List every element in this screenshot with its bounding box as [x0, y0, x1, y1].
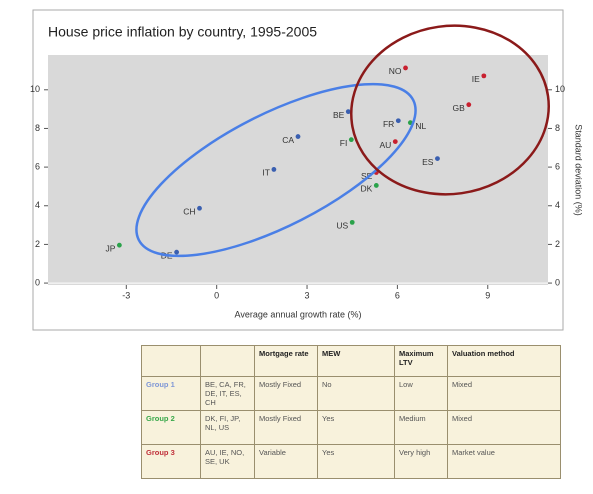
header-row: Mortgage rate MEW Maximum LTV Valuation … — [141, 345, 561, 377]
group-ellipse — [135, 82, 417, 258]
point — [345, 109, 351, 115]
header-cell — [200, 345, 255, 377]
plot-area — [48, 55, 548, 285]
point — [174, 249, 180, 255]
point — [295, 134, 301, 139]
point-label: CA — [282, 135, 294, 145]
y2-tick-label: 8 — [555, 123, 560, 133]
point-label: FR — [383, 119, 394, 129]
point — [481, 73, 487, 79]
point-label: AU — [379, 140, 391, 150]
point — [403, 65, 408, 71]
row: Group 2 DK, FI, JP, NL, US Mostly Fixed … — [141, 410, 561, 445]
point-label: NO — [389, 66, 402, 76]
group-cell: Group 3 — [141, 444, 201, 479]
chart: House price inflation by country, 1995-2… — [30, 9, 584, 331]
countries-cell: AU, IE, NO, SE, UK — [200, 444, 255, 479]
x-tick-label: -3 — [122, 290, 130, 300]
y2-tick-label: 2 — [555, 239, 560, 249]
cell: Medium — [394, 410, 448, 445]
header-cell: Valuation method — [447, 345, 561, 377]
point — [373, 183, 379, 188]
point — [348, 137, 354, 143]
point — [116, 242, 122, 248]
cell: Low — [394, 376, 448, 411]
point-label: BE — [333, 110, 345, 120]
point — [197, 205, 202, 211]
y-tick-label: 8 — [35, 123, 40, 133]
y-tick-label: 0 — [35, 277, 40, 287]
cell: No — [317, 376, 395, 411]
y2-tick-label: 6 — [555, 161, 560, 171]
y-tick-label: 4 — [35, 200, 40, 210]
cell: Market value — [447, 444, 561, 479]
y2-tick-label: 4 — [555, 200, 560, 210]
table: Mortgage rate MEW Maximum LTV Valuation … — [141, 345, 561, 479]
point-label: DK — [361, 184, 373, 194]
point — [466, 102, 472, 108]
point-label: NL — [415, 121, 426, 131]
point-label: US — [336, 221, 348, 231]
x-tick-label: 9 — [485, 290, 490, 300]
header-cell: MEW — [317, 345, 395, 377]
y-tick-label: 10 — [30, 84, 40, 94]
point — [435, 156, 440, 161]
x-tick-label: 3 — [305, 290, 310, 300]
point-label: ES — [422, 157, 434, 167]
group-cell: Group 1 — [141, 376, 201, 411]
point-label: JP — [105, 243, 115, 253]
point — [271, 167, 277, 172]
point — [349, 219, 355, 225]
point — [392, 139, 398, 144]
header-cell: Mortgage rate — [254, 345, 318, 377]
y2-axis-label: Standard deviation (%) — [574, 124, 584, 216]
header-cell — [141, 345, 201, 377]
cell: Yes — [317, 410, 395, 445]
x-tick-label: 0 — [214, 290, 219, 300]
x-axis-label: Average annual growth rate (%) — [235, 309, 362, 319]
group-cell: Group 2 — [141, 410, 201, 445]
point-label: IT — [262, 168, 270, 178]
y-tick-label: 2 — [35, 239, 40, 249]
row: Group 3 AU, IE, NO, SE, UK Variable Yes … — [141, 444, 561, 479]
cell: Yes — [317, 444, 395, 479]
point-label: IE — [472, 74, 480, 84]
y2-tick-label: 10 — [555, 84, 565, 94]
point — [395, 118, 401, 124]
x-tick-label: 6 — [395, 290, 400, 300]
cell: Very high — [394, 444, 448, 479]
group-ellipse — [350, 24, 550, 196]
y2-tick-label: 0 — [555, 277, 560, 287]
cell: Mostly Fixed — [254, 376, 318, 411]
point-label: CH — [183, 207, 195, 217]
cell: Variable — [254, 444, 318, 479]
countries-cell: BE, CA, FR, DE, IT, ES, CH — [200, 376, 255, 411]
point-label: SE — [361, 171, 373, 181]
cell: Mostly Fixed — [254, 410, 318, 445]
y-tick-label: 6 — [35, 161, 40, 171]
cell: Mixed — [447, 376, 561, 411]
chart-title: House price inflation by country, 1995-2… — [48, 24, 317, 40]
cell: Mixed — [447, 410, 561, 445]
point-label: FI — [340, 138, 348, 148]
countries-cell: DK, FI, JP, NL, US — [200, 410, 255, 445]
header-cell: Maximum LTV — [394, 345, 448, 377]
point-label: GB — [453, 103, 466, 113]
row: Group 1 BE, CA, FR, DE, IT, ES, CH Mostl… — [141, 376, 561, 411]
